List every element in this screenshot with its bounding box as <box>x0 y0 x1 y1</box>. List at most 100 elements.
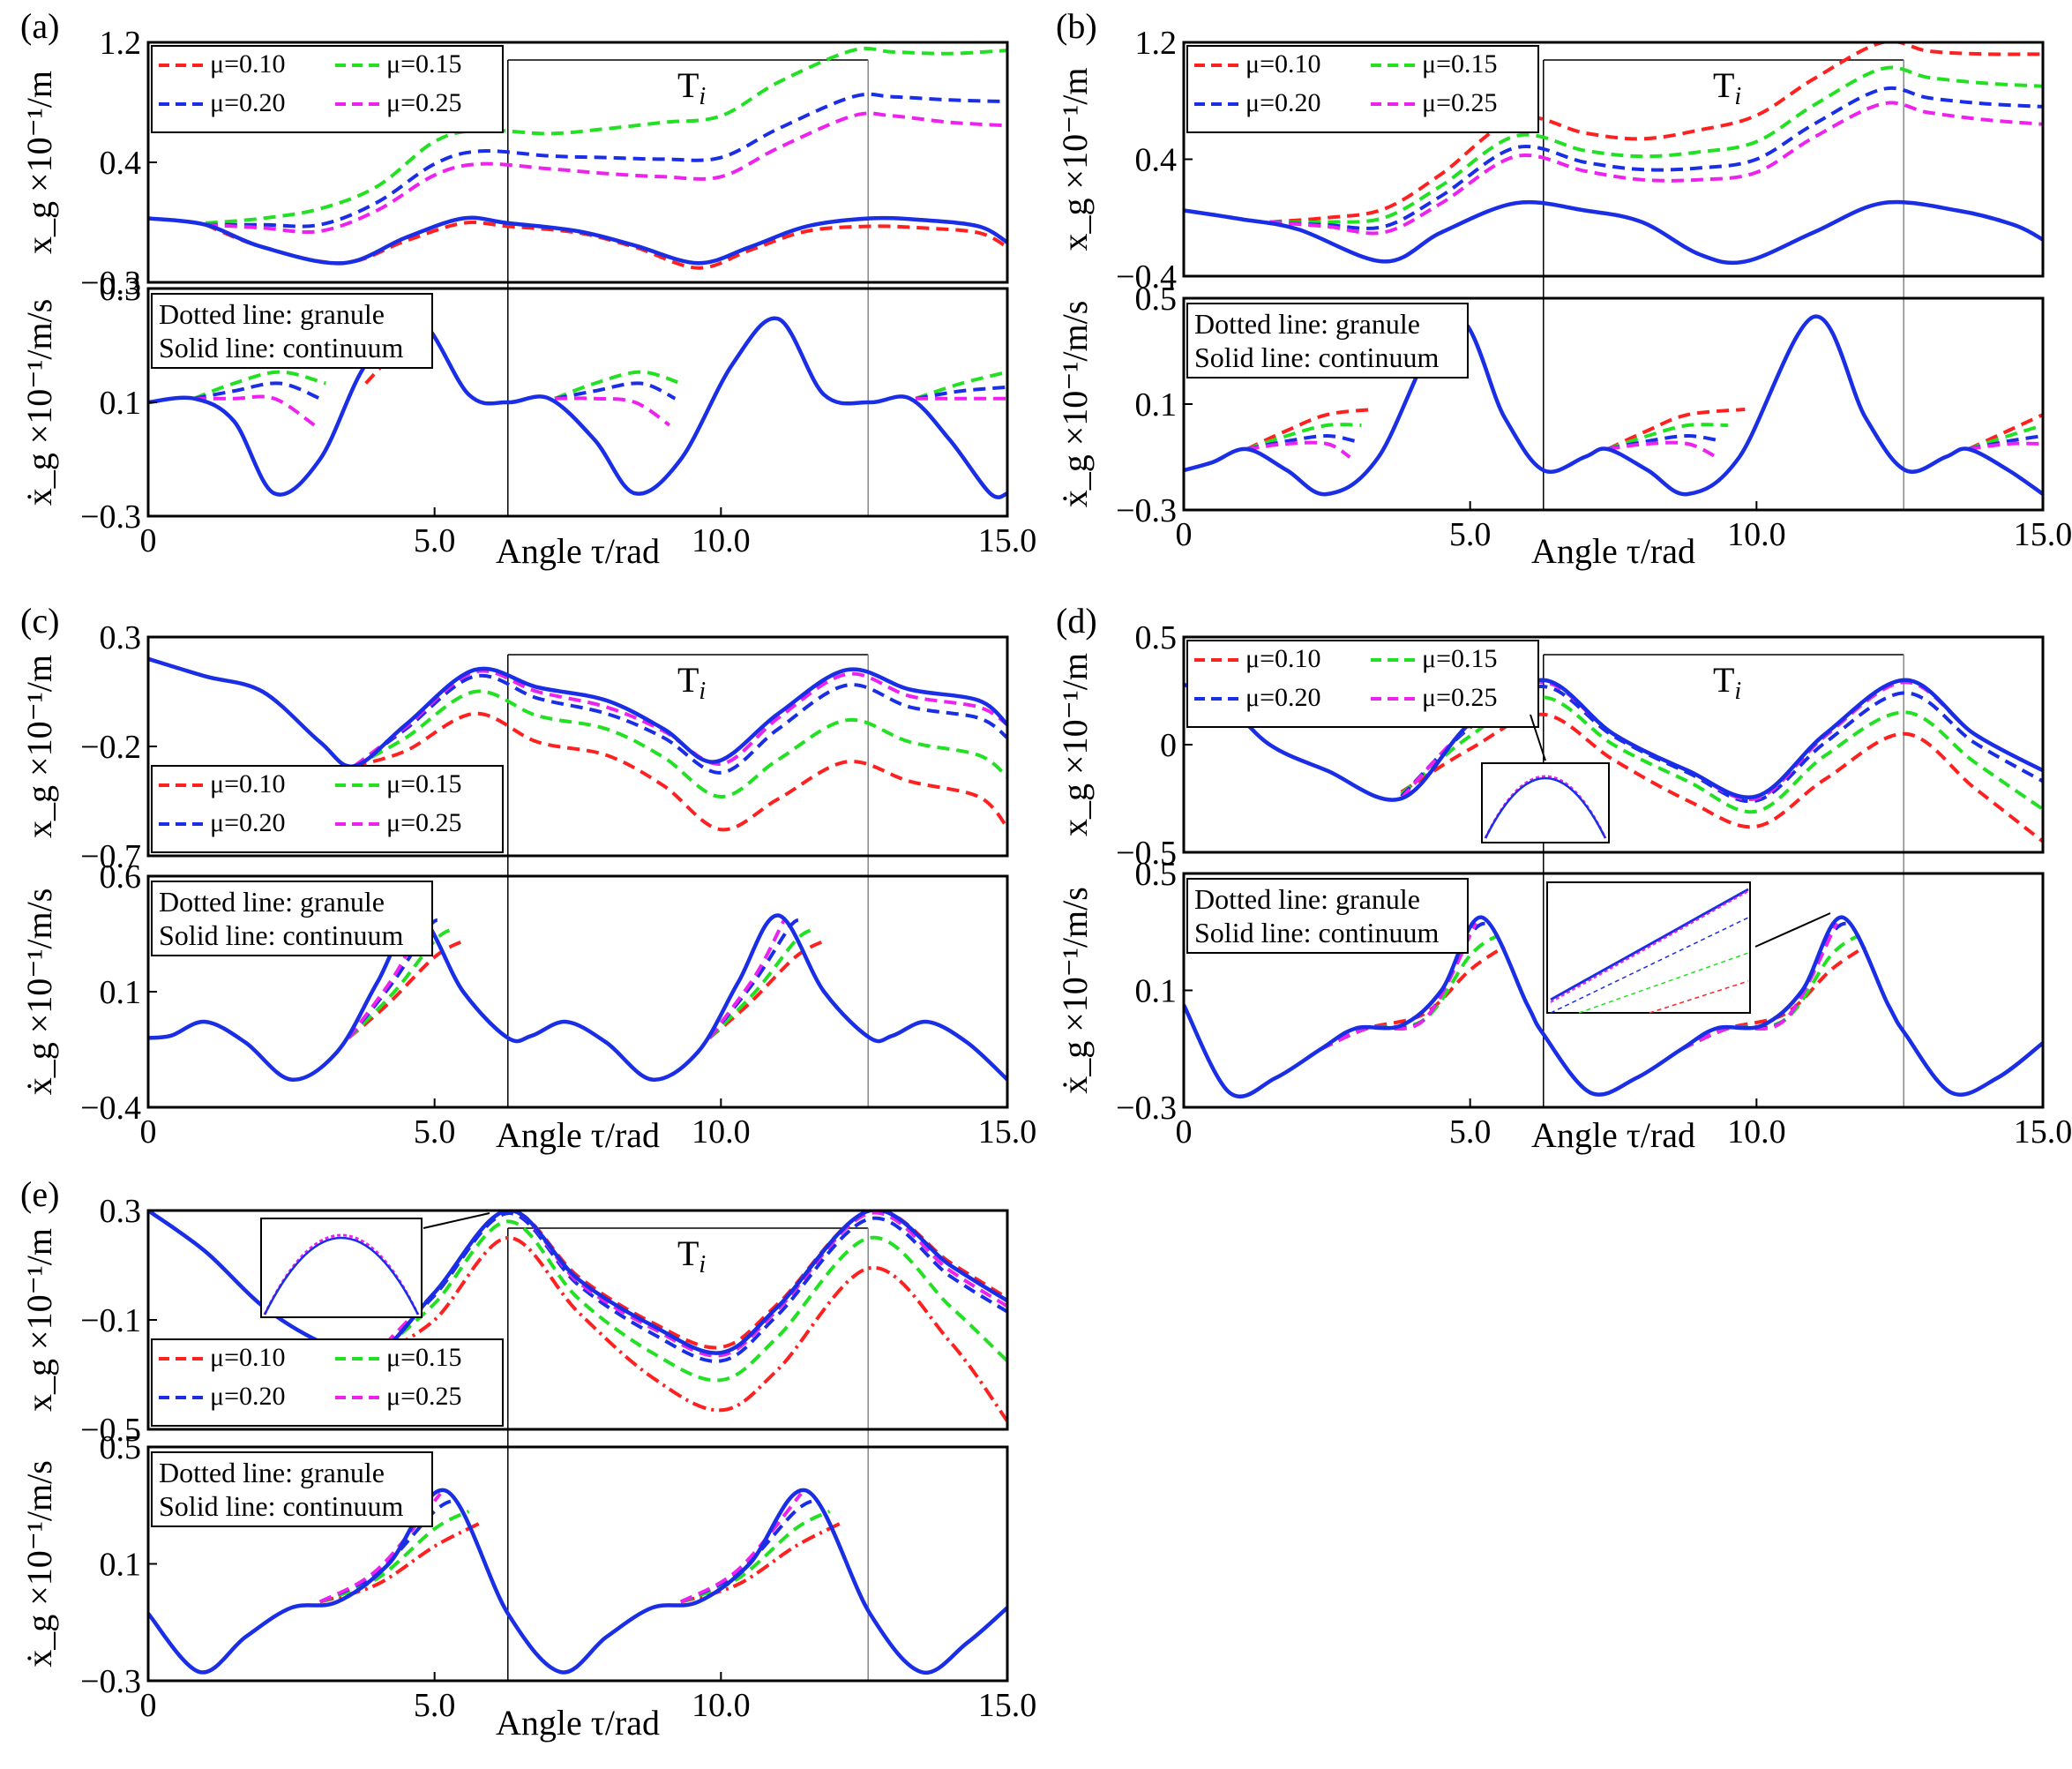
x-tick-label: 5.0 <box>414 1113 456 1151</box>
y-tick-label: 0 <box>1160 727 1177 764</box>
note-line-granule: Dotted line: granule <box>1194 308 1420 340</box>
x-tick-label: 10.0 <box>1727 516 1786 553</box>
x-tick-label: 0 <box>1176 516 1193 553</box>
inset-curve <box>1578 952 1749 1014</box>
series-line--0-20 <box>1681 921 1852 1051</box>
x-tick-label: 15.0 <box>978 1687 1037 1724</box>
y-tick-label: 0.1 <box>100 1547 142 1584</box>
y-tick-label: −0.4 <box>80 1090 141 1127</box>
y-tick-label: −0.2 <box>80 729 141 766</box>
inset-slope-d <box>1546 881 1751 1014</box>
y-axis-label-top: x_g ×10⁻¹/m <box>19 71 59 254</box>
x-tick-label: 5.0 <box>1449 516 1492 553</box>
note-line-granule: Dotted line: granule <box>159 298 385 330</box>
series-line-continuum <box>1184 678 2043 802</box>
note-line-continuum: Solid line: continuum <box>1194 341 1439 373</box>
series-line--0-10 <box>319 1521 482 1604</box>
y-tick-label: 0.1 <box>100 385 142 422</box>
x-tick-label: 15.0 <box>2014 516 2072 553</box>
legend-label: μ=0.20 <box>1245 88 1321 117</box>
note-box <box>1186 878 1469 954</box>
series-line--0-15 <box>680 1510 831 1604</box>
series-line--0-10 <box>1245 408 1373 451</box>
series-line-continuum <box>1184 915 2043 1099</box>
period-label: Ti <box>677 660 706 705</box>
note-box <box>151 1451 433 1527</box>
legend: μ=0.10 μ=0.15 μ=0.20 μ=0.25 <box>1186 640 1539 728</box>
y-axis-label-bottom: ẋ_g ×10⁻¹/m/s <box>1055 301 1095 508</box>
series-line--0-20 <box>193 381 321 401</box>
legend-box <box>151 765 504 853</box>
inset-peak-e <box>260 1218 423 1318</box>
panel-a: (a)Ti1.20.4−0.30.30.1−0.30 5.0 10.0 15.0Ang… <box>19 6 1036 571</box>
legend-label: μ=0.15 <box>386 1343 462 1372</box>
y-tick-label: 0.3 <box>100 1193 142 1230</box>
series-line--0-10 <box>347 939 465 1039</box>
x-tick-label: 0 <box>140 1687 157 1724</box>
inset-pointer <box>1754 912 1831 948</box>
series-line--0-20 <box>353 673 1007 775</box>
period-label: Ti <box>677 1233 706 1278</box>
y-tick-label: 0.4 <box>100 145 142 182</box>
legend: μ=0.10 μ=0.15 μ=0.20 μ=0.25 <box>151 765 504 853</box>
series-line--0-15 <box>193 370 326 401</box>
y-tick-label: −0.1 <box>80 1302 141 1339</box>
inset-frame <box>260 1218 423 1318</box>
series-line--0-25 <box>1246 440 1351 459</box>
series-line--0-25 <box>1968 441 2043 451</box>
legend-label: μ=0.25 <box>1422 683 1498 712</box>
x-tick-label: 10.0 <box>692 1113 751 1151</box>
series-line--0-10 <box>680 1521 842 1604</box>
series-line--0-25 <box>679 1492 803 1604</box>
panel-letter: (c) <box>20 601 59 641</box>
x-axis-label: Angle τ/rad <box>1531 531 1695 571</box>
series-line-continuum <box>148 913 1007 1082</box>
y-tick-label: −0.3 <box>80 1663 141 1700</box>
legend-label: μ=0.25 <box>386 808 462 837</box>
series-line--0-25 <box>193 394 316 427</box>
series-line--0-25 <box>1607 440 1717 459</box>
series-line--0-20 <box>1607 433 1723 451</box>
series-line--0-25 <box>707 918 786 1039</box>
period-label: Ti <box>1713 660 1741 705</box>
y-tick-label: −0.5 <box>80 1412 141 1449</box>
series-line-continuum <box>148 215 1007 266</box>
legend-label: μ=0.15 <box>386 49 462 79</box>
bottom-series-group <box>1184 314 2043 497</box>
x-axis-label: Angle τ/rad <box>1531 1115 1695 1155</box>
legend-label: μ=0.20 <box>210 1382 286 1411</box>
period-label: Ti <box>677 65 706 110</box>
y-tick-label: −0.5 <box>1116 835 1177 872</box>
y-tick-label: 0.5 <box>100 1429 142 1466</box>
legend-label: μ=0.10 <box>1245 644 1321 673</box>
y-axis-label-bottom: ẋ_g ×10⁻¹/m/s <box>19 1460 59 1668</box>
note-line-granule: Dotted line: granule <box>159 1457 385 1488</box>
y-tick-label: 0.1 <box>1135 973 1178 1010</box>
y-tick-label: 0.1 <box>1135 386 1178 424</box>
series-line--0-10 <box>1681 945 1866 1051</box>
series-line--0-20 <box>1246 433 1357 451</box>
series-line-continuum <box>148 1488 1007 1675</box>
y-tick-label: 1.2 <box>1135 25 1178 62</box>
series-line--0-15 <box>1606 423 1728 451</box>
note-line-granule: Dotted line: granule <box>159 886 385 918</box>
top-series-group <box>1184 42 2043 266</box>
series-line-continuum <box>148 1211 1007 1363</box>
series-line--0-20 <box>554 381 677 401</box>
legend-label: μ=0.20 <box>210 88 286 117</box>
y-tick-label: 0.5 <box>1135 619 1178 656</box>
x-tick-label: 10.0 <box>692 522 751 559</box>
inset-pointer <box>423 1212 490 1229</box>
series-line--0-20 <box>1269 86 2043 230</box>
series-line--0-15 <box>554 370 682 401</box>
inset-curve <box>1649 980 1749 1014</box>
series-line--0-15 <box>370 1219 1007 1383</box>
y-tick-label: 0.4 <box>1135 142 1178 179</box>
legend-label: μ=0.15 <box>386 769 462 798</box>
series-line--0-15 <box>1269 65 2043 225</box>
series-line--0-15 <box>915 370 1007 401</box>
